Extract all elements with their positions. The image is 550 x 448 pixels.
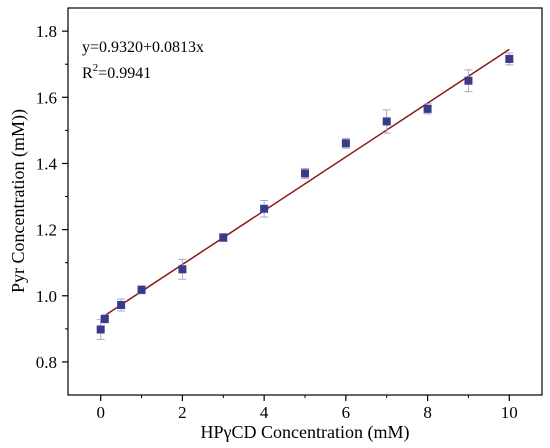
y-axis-title: Pyr Concentration (mM)): [8, 109, 29, 293]
data-point: [137, 285, 146, 294]
r-squared-label: R: [82, 65, 93, 82]
x-tick-label: 2: [178, 403, 187, 422]
data-point: [301, 169, 309, 178]
x-tick-label: 6: [342, 403, 351, 422]
data-point: [505, 54, 514, 63]
x-axis-ticks: 0 2 4 6 8 10: [96, 395, 518, 422]
y-tick-label: 1.4: [36, 154, 58, 173]
data-point: [464, 76, 473, 85]
y-tick-label: 1.0: [36, 287, 57, 306]
x-tick-label: 4: [260, 403, 269, 422]
equation-annotation: y=0.9320+0.0813x: [82, 39, 204, 56]
y-tick-label: 0.8: [36, 353, 57, 372]
data-point: [260, 204, 269, 213]
fit-line: [100, 48, 510, 319]
x-axis-title: HPγCD Concentration (mM): [201, 422, 410, 443]
data-point: [382, 117, 391, 126]
data-point-layer: [96, 54, 514, 334]
data-point: [219, 233, 228, 242]
x-tick-label: 8: [423, 403, 432, 422]
data-point: [96, 325, 105, 334]
x-tick-label: 10: [501, 403, 518, 422]
y-tick-label: 1.2: [36, 221, 57, 240]
y-tick-label: 1.6: [36, 88, 57, 107]
x-tick-label: 0: [96, 403, 105, 422]
data-point: [117, 301, 126, 310]
y-tick-label: 1.8: [36, 22, 57, 41]
fit-line-layer: [100, 48, 510, 319]
data-point: [423, 104, 432, 113]
data-point: [178, 265, 187, 274]
y-axis-ticks: 0.8 1.0 1.2 1.4 1.6 1.8: [36, 22, 68, 372]
r-squared-annotation: R2=0.9941: [82, 62, 151, 82]
r-squared-superscript: 2: [93, 62, 99, 74]
data-point: [100, 314, 109, 323]
r-squared-value: =0.9941: [98, 65, 151, 82]
data-point: [341, 139, 350, 148]
error-bar-layer: [96, 52, 514, 340]
